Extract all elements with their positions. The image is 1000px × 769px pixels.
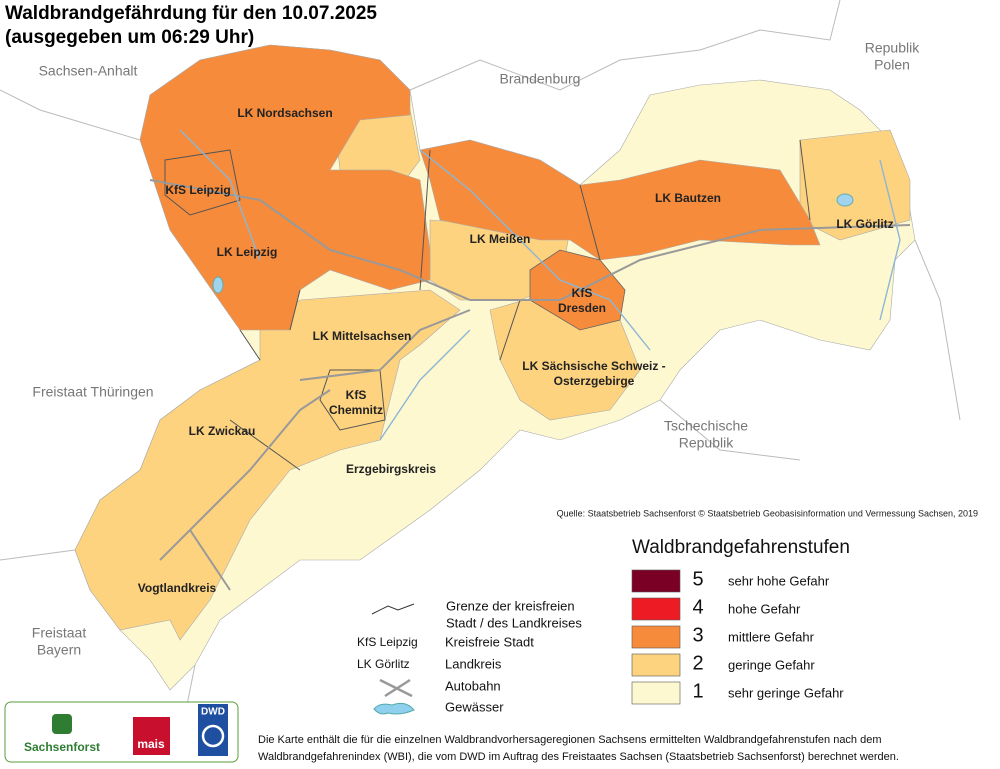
key-water: Gewässer [445,699,504,714]
legend-label: geringe Gefahr [728,657,815,672]
district-label: LK Nordsachsen [237,106,332,120]
legend-label: mittlere Gefahr [728,629,815,644]
district-label: Erzgebirgskreis [346,462,436,476]
legend-label: hohe Gefahr [728,601,801,616]
neighbor-label: Sachsen-Anhalt [39,63,138,79]
motorway-icon [379,678,413,698]
district-label: LK Görlitz [836,217,893,231]
legend-swatch [631,597,681,621]
district-boundary [164,139,811,471]
neighbor-label: Tschechische [664,418,748,434]
district-label: LK Leipzig [217,245,278,259]
neighbor-label: Brandenburg [500,71,581,87]
footnote: Waldbrandgefahrenindex (WBI), die vom DW… [258,751,899,763]
title: Waldbrandgefährdung für den 10.07.2025 [5,3,377,24]
legend-swatch [631,681,681,705]
district-label: LK Zwickau [189,424,256,438]
map [0,0,961,741]
district-label: Osterzgebirge [554,374,635,388]
logo-icon [133,717,170,755]
legend: 5 sehr hohe Gefahr 4 hohe Gefahr 3 mittlere G… [631,568,844,705]
district-label: LK Sächsische Schweiz - [522,359,665,373]
district-label: KfS [346,388,367,402]
district-label: KfS Leipzig [165,183,230,197]
district-label: Chemnitz [329,403,383,417]
legend-label: sehr hohe Gefahr [728,573,830,588]
boundary-icon [371,603,415,615]
neighbor-label: Republik [865,40,920,56]
legend-swatch [631,653,681,677]
neighbor-labels: Sachsen-Anhalt BrandenburgRepublikPolenFr… [32,40,920,658]
neighbor-label: Freistaat Thüringen [32,384,153,400]
logo-mais: mais [137,737,165,751]
legend-level: 4 [692,596,703,618]
region-medium [419,139,821,261]
district-labels: LK Nordsachsen KfS Leipzig LK Leipzig LK Me… [138,106,894,595]
footnote: Die Karte enthält die für die einzelnen … [258,734,882,746]
district-label: LK Bautzen [655,191,721,205]
legend-level: 2 [692,652,703,674]
source: Quelle: Staatsbetrieb Sachsenforst © Sta… [557,508,978,518]
district-label: Dresden [558,301,606,315]
logo-dwd: DWD [201,707,225,718]
water-icon [373,702,415,715]
key-boundary: Grenze der kreisfreien [446,598,575,613]
lake [212,276,224,294]
river [179,129,901,441]
legend-title: Waldbrandgefahrenstufen [632,537,850,558]
key: Grenze der kreisfreien Stadt / des Landk… [357,598,582,715]
key-boundary: Stadt / des Landkreises [446,615,582,630]
logo-sachsenforst: Sachsenforst [24,740,100,754]
key-district-example: LK Görlitz [357,657,410,671]
lake [836,193,854,207]
legend-level: 1 [692,680,703,702]
neighbor-label: Polen [874,57,910,73]
legend-label: sehr geringe Gefahr [728,685,844,700]
district-label: Vogtlandkreis [138,581,217,595]
logo-icon [198,704,228,756]
legend-level: 3 [692,624,703,646]
region-moderate [74,289,461,641]
country-border [0,0,961,741]
key-city: Kreisfreie Stadt [445,634,534,649]
motorway [149,179,911,591]
logos: Sachsenforst mais DWD [4,701,239,763]
district-label: LK Mittelsachsen [313,329,412,343]
neighbor-label: Bayern [37,642,81,658]
neighbor-label: Republik [679,435,734,451]
legend-swatch [631,569,681,593]
logo-icon [52,714,72,734]
neighbor-label: Freistaat [32,625,87,641]
district-label: LK Meißen [470,232,531,246]
key-district: Landkreis [445,656,502,671]
logo-icon [201,724,225,748]
legend-swatch [631,625,681,649]
region-medium [529,249,626,331]
key-city-example: KfS Leipzig [357,635,418,649]
legend-level: 5 [692,568,703,590]
key-motorway: Autobahn [445,678,501,693]
district-label: KfS [572,286,593,300]
subtitle: (ausgegeben um 06:29 Uhr) [5,27,254,48]
